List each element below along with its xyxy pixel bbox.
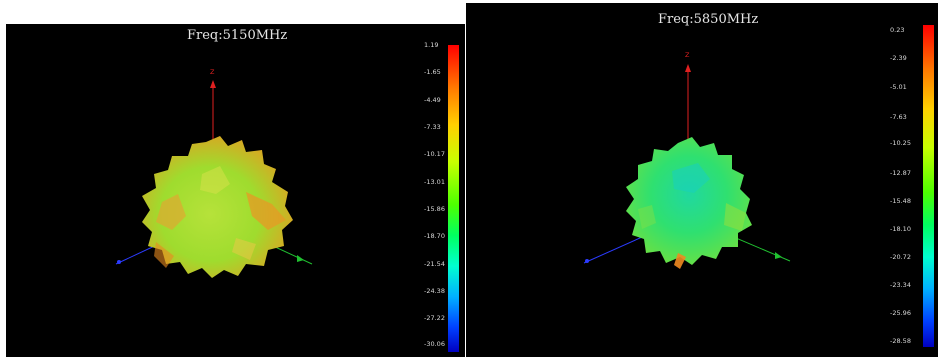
scale-tick: -24.38 (424, 287, 445, 295)
pattern-shading-3 (200, 166, 230, 194)
scale-tick: -10.17 (424, 150, 445, 158)
radiation-pattern-3d-view (583, 64, 791, 269)
scale-tick: -13.01 (424, 178, 445, 186)
z-axis-arrow (210, 80, 216, 88)
color-scale-bar (923, 25, 934, 347)
scale-tick: -10.25 (890, 139, 911, 147)
scale-tick: -7.33 (424, 123, 441, 131)
scale-tick: 0.23 (890, 26, 905, 34)
radiation-pattern-panel-5150: Freq:5150MHz Z 1.19 -1.65 -4.49 -7 (6, 24, 465, 357)
scale-tick: 1.19 (424, 41, 439, 49)
radiation-pattern-surface (626, 137, 752, 265)
scale-tick: -15.86 (424, 205, 445, 213)
panel-title: Freq:5850MHz (658, 12, 759, 27)
pattern-shading-1 (246, 192, 286, 230)
scale-tick: -15.48 (890, 197, 911, 205)
pattern-shading-1 (672, 163, 710, 193)
scale-tick: -18.10 (890, 225, 911, 233)
scale-tick: -21.54 (424, 260, 445, 268)
radiation-pattern-surface (142, 136, 293, 278)
pattern-shading-3 (674, 253, 686, 269)
x-axis-end (585, 259, 589, 263)
scale-tick: -7.63 (890, 113, 907, 121)
y-axis-arrow (775, 252, 782, 259)
scale-tick: -4.49 (424, 96, 441, 104)
y-axis-arrow (297, 255, 304, 262)
scale-tick: -25.96 (890, 309, 911, 317)
radiation-pattern-3d-view (115, 80, 313, 278)
scale-tick: -20.72 (890, 253, 911, 261)
scale-tick: -28.58 (890, 337, 911, 345)
z-axis-arrow (685, 64, 691, 72)
scale-tick: -1.65 (424, 68, 441, 76)
color-scale-bar (448, 45, 459, 352)
pattern-shading-5 (232, 238, 256, 260)
scale-tick: -2.39 (890, 54, 907, 62)
scale-tick: -18.70 (424, 232, 445, 240)
pattern-shading-4 (638, 205, 656, 229)
scale-tick: -5.01 (890, 83, 907, 91)
pattern-shading-2 (724, 203, 746, 231)
panel-title: Freq:5150MHz (187, 28, 288, 43)
z-axis-label: Z (685, 51, 690, 59)
z-axis-label: Z (210, 68, 215, 76)
pattern-shading-4 (154, 242, 174, 268)
scale-tick: -27.22 (424, 314, 445, 322)
scale-tick: -12.87 (890, 169, 911, 177)
x-axis-end (117, 260, 121, 264)
scale-tick: -23.34 (890, 281, 911, 289)
pattern-shading-2 (156, 194, 186, 230)
scale-tick: -30.06 (424, 340, 445, 348)
radiation-pattern-panel-5850: Freq:5850MHz Z 0.23 -2.39 -5.01 -7.63 (466, 3, 938, 357)
